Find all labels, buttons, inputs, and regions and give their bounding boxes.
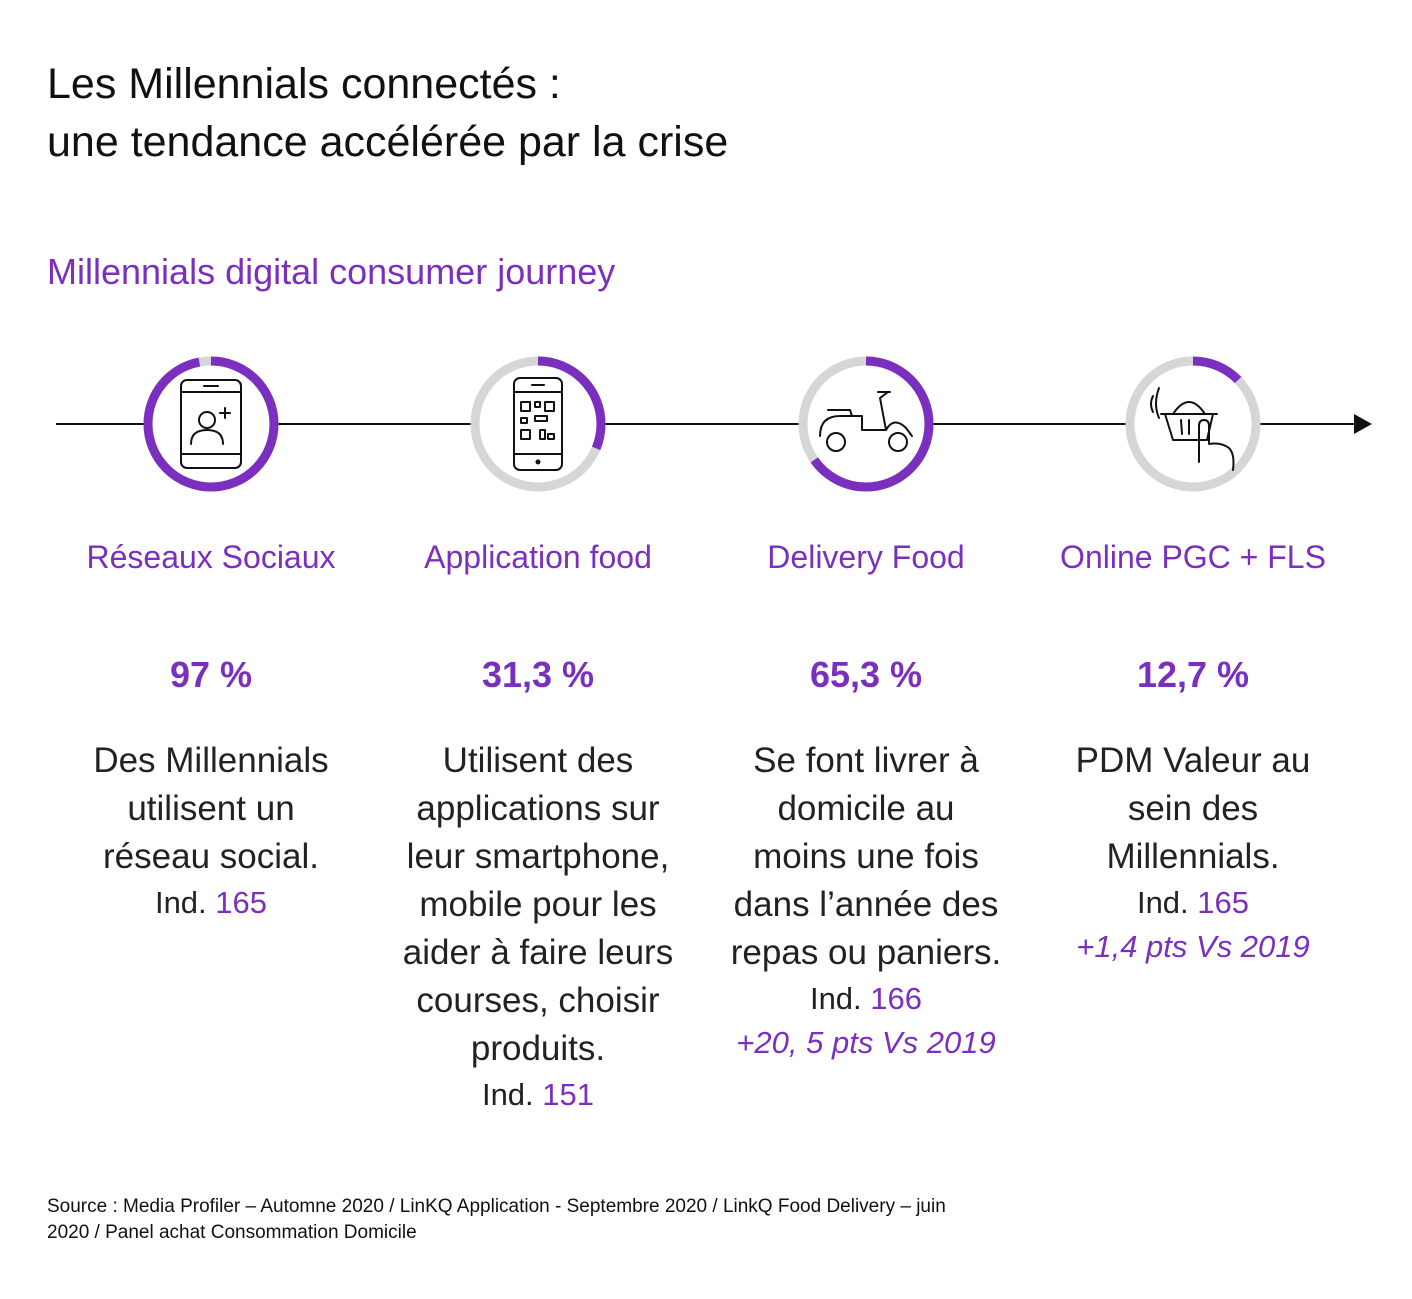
index-label: Ind.	[481, 1077, 534, 1112]
journey-step-application-food: Application food 31,3 % Utilisent des ap…	[373, 535, 703, 1117]
chart-subtitle: Millennials digital consumer journey	[47, 251, 616, 292]
timeline-arrow-head	[1354, 414, 1372, 434]
step-index: Ind. 165	[1028, 881, 1358, 925]
step-index: Ind. 166	[701, 977, 1031, 1021]
journey-step-online-pgc-fls: Online PGC + FLS 12,7 % PDM Valeur au se…	[1028, 535, 1358, 969]
ring-progress-1	[143, 356, 279, 492]
ring-progress-2	[470, 356, 606, 492]
step-description: PDM Valeur au sein des Millennials.	[1028, 737, 1358, 881]
description-line: Des Millennials	[93, 741, 329, 780]
step-value-label: 12,7 %	[1136, 654, 1250, 695]
ring-progress-3	[798, 356, 934, 492]
description-line: leur smartphone,	[406, 837, 670, 876]
step-label: Online PGC + FLS	[1060, 539, 1326, 575]
basket-tap-icon	[1150, 387, 1235, 471]
title-line-1: Les Millennials connectés :	[47, 60, 561, 108]
step-index: Ind. 165	[46, 881, 376, 925]
step-description: Utilisent des applications sur leur smar…	[373, 737, 703, 1073]
journey-step-delivery-food: Delivery Food 65,3 % Se font livrer à do…	[701, 535, 1031, 1065]
index-label: Ind.	[809, 981, 862, 1016]
step-description: Des Millennials utilisent un réseau soci…	[46, 737, 376, 881]
description-line: sein des	[1127, 789, 1259, 828]
step-value-label: 65,3 %	[809, 654, 923, 695]
description-line: utilisent un	[127, 789, 295, 828]
step-index: Ind. 151	[373, 1073, 703, 1117]
step-description: Se font livrer à domicile au moins une f…	[701, 737, 1031, 977]
step-delta: +20, 5 pts Vs 2019	[736, 1025, 996, 1060]
description-line: repas ou paniers.	[730, 933, 1002, 972]
description-line: courses, choisir	[416, 981, 660, 1020]
description-line: dans l’année des	[733, 885, 999, 924]
page-title: Les Millennials connectés : une tendance…	[47, 55, 728, 171]
index-value: 165	[1197, 885, 1250, 920]
journey-step-reseaux-sociaux: Réseaux Sociaux 97 % Des Millennials uti…	[46, 535, 376, 925]
source-line-2: 2020 / Panel achat Consommation Domicile	[47, 1222, 417, 1243]
step-value-label: 31,3 %	[481, 654, 595, 695]
step-label: Application food	[424, 539, 652, 575]
source-note: Source : Media Profiler – Automne 2020 /…	[47, 1194, 1147, 1246]
index-value: 165	[215, 885, 268, 920]
description-line: réseau social.	[103, 837, 319, 876]
description-line: applications sur	[416, 789, 660, 828]
smartphone-add-contact-icon	[180, 379, 242, 469]
index-label: Ind.	[1136, 885, 1189, 920]
index-label: Ind.	[154, 885, 207, 920]
description-line: Utilisent des	[442, 741, 634, 780]
step-value-label: 97 %	[169, 654, 253, 695]
step-label: Delivery Food	[767, 539, 965, 575]
source-line-1: Source : Media Profiler – Automne 2020 /…	[47, 1196, 946, 1217]
description-line: mobile pour les	[419, 885, 657, 924]
description-line: aider à faire leurs	[402, 933, 674, 972]
index-value: 151	[542, 1077, 595, 1112]
journey-timeline	[56, 356, 1372, 492]
description-line: produits.	[470, 1029, 606, 1068]
title-line-2: une tendance accélérée par la crise	[47, 118, 729, 166]
description-line: Se font livrer à	[753, 741, 979, 780]
description-line: domicile au	[777, 789, 955, 828]
description-line: moins une fois	[753, 837, 979, 876]
ring-progress-4	[1125, 356, 1261, 492]
smartphone-qr-code-icon	[513, 377, 563, 471]
description-line: Millennials.	[1106, 837, 1280, 876]
step-delta: +1,4 pts Vs 2019	[1076, 929, 1310, 964]
index-value: 166	[870, 981, 923, 1016]
scooter-icon	[819, 391, 913, 452]
step-label: Réseaux Sociaux	[86, 539, 336, 575]
description-line: PDM Valeur au	[1075, 741, 1311, 780]
